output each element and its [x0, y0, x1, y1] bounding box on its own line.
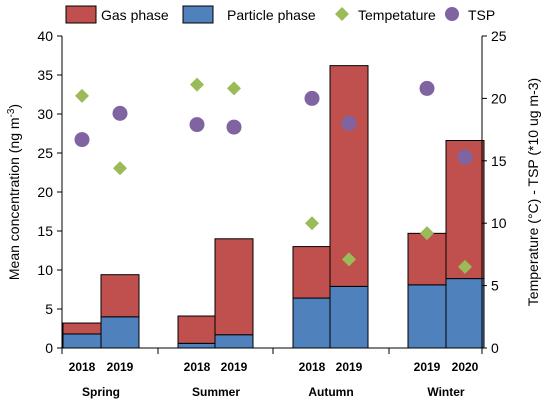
y-left-tick-label: 30	[37, 106, 53, 122]
bar-gas-phase	[329, 65, 369, 287]
bar-gas-phase	[100, 274, 140, 318]
legend-swatch-particle-phase	[182, 5, 214, 24]
x-category-year-label: 2019	[107, 360, 134, 374]
y-right-tick-label: 15	[491, 153, 507, 169]
bar-particle-phase	[329, 285, 369, 349]
bar-particle-phase	[445, 278, 485, 349]
x-category-year-label: 2018	[69, 360, 96, 374]
bar-particle-phase	[62, 333, 102, 349]
bar-particle-phase	[292, 297, 332, 349]
y-left-tick-label: 40	[37, 28, 53, 44]
y-left-tick-label: 5	[45, 301, 53, 317]
bar-particle-phase	[177, 342, 217, 349]
x-category-year-label: 2020	[452, 360, 479, 374]
legend-swatch-tempetature	[335, 7, 349, 21]
legend-label: Gas phase	[101, 7, 169, 23]
bar-gas-phase	[407, 232, 447, 286]
legend-swatch-gas-phase	[65, 5, 97, 24]
x-category-year-label: 2018	[184, 360, 211, 374]
x-category-year-label: 2018	[299, 360, 326, 374]
legend-label: Tempetature	[358, 7, 436, 23]
y-left-tick-label: 10	[37, 262, 53, 278]
x-category-season-label: Summer	[192, 385, 240, 399]
y-right-tick-label: 25	[491, 28, 507, 44]
y-axis-left-label: Mean concentration (ng m-3)	[6, 104, 23, 280]
point-temperature	[458, 259, 472, 274]
legend: Gas phase Particle phase Tempetature TSP	[65, 5, 495, 24]
legend-swatch-tsp	[445, 7, 459, 21]
bar-particle-phase	[407, 284, 447, 349]
point-tsp	[74, 132, 90, 148]
legend-label: Particle phase	[227, 7, 316, 23]
x-category-year-label: 2019	[414, 360, 441, 374]
x-category-season-label: Winter	[427, 385, 465, 399]
y-left-tick-label: 20	[37, 184, 53, 200]
legend-label: TSP	[468, 7, 495, 23]
y-right-tick-label: 20	[491, 90, 507, 106]
plot-area	[62, 65, 485, 349]
y-axis-right-label: Temperature (°C) - TSP (*10 ug m-3)	[525, 78, 541, 306]
y-left-tick-label: 35	[37, 67, 53, 83]
point-tsp	[341, 115, 357, 131]
point-temperature	[190, 77, 204, 92]
y-left-tick-label: 25	[37, 145, 53, 161]
x-category-year-label: 2019	[221, 360, 248, 374]
bar-particle-phase	[100, 316, 140, 349]
point-temperature	[420, 226, 434, 241]
x-category-season-label: Spring	[82, 385, 120, 399]
bar-gas-phase	[177, 315, 217, 344]
point-tsp	[457, 149, 473, 165]
x-category-season-label: Autumn	[308, 385, 353, 399]
point-temperature	[305, 216, 319, 231]
y-right-tick-label: 0	[491, 340, 499, 356]
y-left-tick-label: 0	[45, 340, 53, 356]
point-temperature	[75, 88, 89, 103]
bar-gas-phase	[62, 322, 102, 335]
y-right-tick-label: 5	[491, 278, 499, 294]
axes: 0 5 10 15 20 25 30 35 40 0 5 10 15 20 25	[37, 28, 506, 356]
bar-particle-phase	[214, 334, 254, 349]
point-tsp	[304, 90, 320, 106]
point-temperature	[342, 252, 356, 267]
point-temperature	[227, 81, 241, 96]
y-left-tick-label: 15	[37, 223, 53, 239]
point-tsp	[112, 105, 128, 121]
point-tsp	[226, 119, 242, 135]
y-right-tick-label: 10	[491, 215, 507, 231]
category-labels: 2018 2019 Spring 2018 2019 Summer 2018 2019 Autu…	[69, 360, 479, 399]
x-category-year-label: 2019	[336, 360, 363, 374]
bar-gas-phase	[292, 246, 332, 299]
bar-gas-phase	[214, 238, 254, 336]
point-tsp	[189, 117, 205, 133]
point-temperature	[113, 161, 127, 176]
point-tsp	[419, 80, 435, 96]
